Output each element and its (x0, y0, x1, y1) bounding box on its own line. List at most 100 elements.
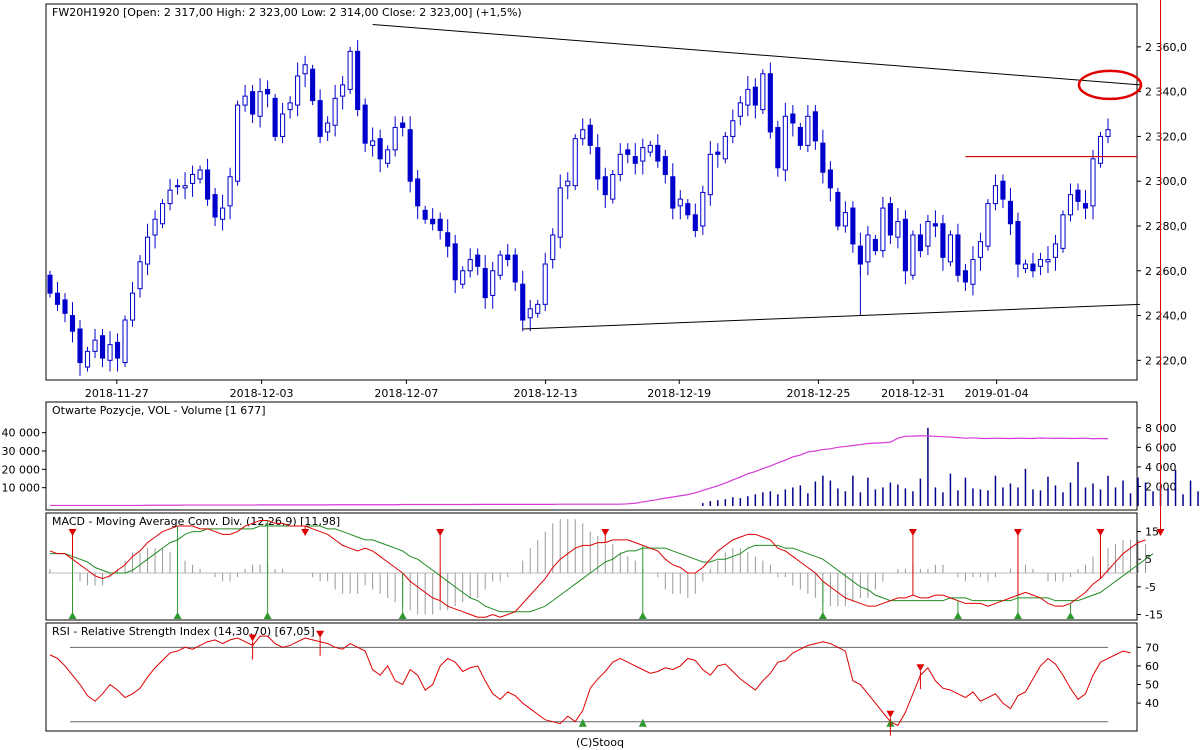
candle-body (1067, 194, 1074, 216)
candle-body (902, 218, 908, 272)
candle-body (242, 95, 248, 106)
candle-body (392, 126, 398, 151)
macd-sell-arrow (436, 529, 445, 536)
rsi-buy-arrow (638, 718, 647, 727)
candle-body (197, 169, 203, 180)
candle-body (159, 203, 166, 225)
candle-body (1030, 263, 1036, 272)
candle-body (617, 153, 623, 175)
candle-body (317, 100, 323, 137)
open-interest-line (50, 435, 1109, 507)
candle-body (850, 207, 856, 245)
candle-body (685, 203, 691, 216)
candle-body (1022, 263, 1029, 270)
macd-buy-arrow (638, 612, 647, 619)
candle-body (325, 122, 331, 133)
candle-body (1037, 259, 1044, 267)
candle-body (842, 212, 848, 227)
candle-body (782, 115, 788, 171)
candle-body (385, 149, 391, 164)
panel-frame-4 (45, 622, 1138, 732)
price-panel-title: FW20H1920 [Open: 2 317,00 High: 2 323,00… (52, 6, 522, 19)
candle-body (707, 153, 713, 196)
candle-body (587, 124, 593, 146)
candle-body (167, 189, 173, 205)
macd-ytick-label: -15 (1145, 608, 1163, 621)
candle-body (1000, 180, 1006, 200)
rsi-line (49, 635, 1131, 727)
date-tick-label: 2018-12-03 (230, 387, 294, 400)
candle-body (820, 142, 826, 173)
candle-body (610, 173, 616, 200)
candle-body (475, 254, 481, 267)
rsi-ytick-label: 50 (1145, 679, 1159, 692)
candle-body (122, 319, 128, 364)
candle-body (460, 270, 466, 285)
candle-body (572, 138, 578, 187)
candle-body (407, 129, 413, 182)
candle-body (767, 73, 773, 133)
candle-body (715, 151, 721, 155)
macd-ytick-label: 5 (1145, 553, 1152, 566)
candle-body (482, 268, 488, 299)
candle-body (542, 263, 548, 305)
candle-body (1007, 200, 1014, 225)
candle-body (797, 126, 803, 146)
candle-body (250, 91, 256, 115)
date-tick-label: 2018-12-31 (881, 387, 945, 400)
candle-body (129, 292, 136, 321)
candle-body (677, 198, 683, 207)
candle-body (174, 185, 181, 188)
candle-body (640, 147, 646, 162)
rsi-sell-arrow (248, 634, 257, 642)
candle-body (377, 138, 383, 160)
price-ytick-label: 2 240,0 (1145, 310, 1187, 323)
candle-body (985, 203, 991, 247)
macd-buy-arrow (953, 612, 962, 619)
macd-sell-arrow (1156, 529, 1165, 536)
candle-body (880, 207, 886, 252)
price-ytick-label: 2 220,0 (1145, 354, 1187, 367)
macd-sell-arrow (1096, 529, 1105, 536)
macd-panel-title: MACD - Moving Average Conv. Div. (12,26,… (52, 515, 340, 528)
date-tick-label: 2018-12-25 (786, 387, 850, 400)
oi-ytick-label: 30 000 (2, 445, 41, 458)
candle-body (437, 218, 443, 231)
candle-body (827, 169, 833, 189)
candle-body (212, 194, 218, 218)
macd-sell-arrow (908, 529, 917, 536)
macd-buy-arrow (818, 612, 827, 619)
candle-body (602, 176, 608, 196)
volume-panel-title: Otwarte Pozycje, VOL - Volume [1 677] (52, 404, 266, 417)
candle-body (520, 283, 526, 321)
date-tick-label: 2018-12-19 (647, 387, 711, 400)
candle-body (1097, 135, 1104, 164)
candle-body (512, 254, 518, 283)
candle-body (752, 86, 758, 106)
candle-body (370, 140, 376, 146)
macd-buy-arrow (263, 612, 272, 619)
candle-body (99, 335, 106, 359)
candle-body (1090, 158, 1096, 207)
price-ytick-label: 2 260,0 (1145, 265, 1187, 278)
candle-body (535, 303, 541, 314)
candle-body (632, 156, 638, 164)
candle-body (280, 113, 286, 137)
candle-body (917, 234, 923, 252)
candle-body (872, 238, 878, 252)
price-ytick-label: 2 280,0 (1145, 220, 1187, 233)
candle-body (257, 91, 263, 117)
candle-body (235, 104, 241, 182)
candle-body (422, 209, 428, 220)
candle-body (362, 104, 368, 144)
macd-buy-arrow (398, 612, 407, 619)
macd-line (49, 520, 1146, 618)
candle-body (692, 214, 698, 231)
candle-body (332, 97, 338, 126)
candle-body (775, 126, 781, 169)
rsi-ytick-label: 40 (1145, 697, 1159, 710)
candle-body (1015, 221, 1021, 265)
macd-buy-arrow (1066, 612, 1075, 619)
candle-body (107, 344, 113, 361)
